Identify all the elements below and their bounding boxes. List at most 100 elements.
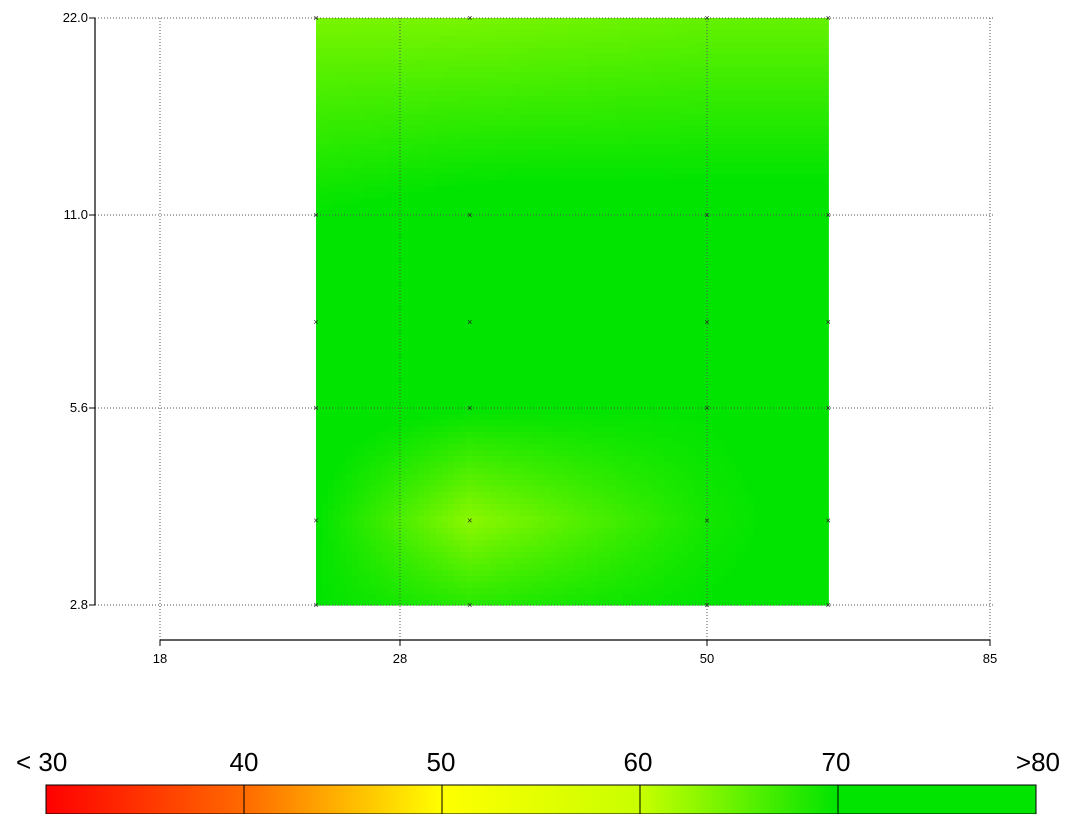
heat-cell <box>370 60 377 67</box>
heat-cell <box>376 186 383 193</box>
heat-cell <box>598 306 605 313</box>
heat-cell <box>574 180 581 187</box>
heat-cell <box>658 186 665 193</box>
heat-cell <box>778 162 785 169</box>
heat-cell <box>784 234 791 241</box>
heat-cell <box>394 90 401 97</box>
heat-cell <box>376 90 383 97</box>
heat-cell <box>568 18 575 25</box>
heat-cell <box>646 276 653 283</box>
heat-cell <box>460 42 467 49</box>
heat-cell <box>766 228 773 235</box>
heat-cell <box>616 84 623 91</box>
heat-cell <box>682 36 689 43</box>
heat-cell <box>316 162 323 169</box>
heat-cell <box>400 282 407 289</box>
heat-cell <box>460 234 467 241</box>
heat-cell <box>406 348 413 355</box>
heat-cell <box>658 114 665 121</box>
heat-cell <box>496 222 503 229</box>
heat-cell <box>724 300 731 307</box>
heat-cell <box>532 282 539 289</box>
heat-cell <box>316 348 323 355</box>
heat-cell <box>610 114 617 121</box>
heat-cell <box>436 192 443 199</box>
heat-cell <box>616 264 623 271</box>
heat-cell <box>790 348 797 355</box>
heat-cell <box>514 216 521 223</box>
heat-cell <box>808 348 815 355</box>
heat-cell <box>346 126 353 133</box>
heat-cell <box>394 132 401 139</box>
heat-cell <box>322 282 329 289</box>
heat-cell <box>514 114 521 121</box>
heat-cell <box>778 30 785 37</box>
heat-cell <box>520 192 527 199</box>
heat-cell <box>706 72 713 79</box>
heat-cell <box>724 252 731 259</box>
heat-cell <box>670 30 677 37</box>
heat-cell <box>766 180 773 187</box>
heat-cell <box>316 120 323 127</box>
heat-cell <box>670 24 677 31</box>
heat-cell <box>706 312 713 319</box>
heat-cell <box>556 48 563 55</box>
heat-cell <box>370 306 377 313</box>
heat-cell <box>730 168 737 175</box>
heat-cell <box>658 168 665 175</box>
heat-cell <box>718 180 725 187</box>
heat-cell <box>478 342 485 349</box>
heat-cell <box>520 162 527 169</box>
heat-cell <box>670 252 677 259</box>
heat-cell <box>700 276 707 283</box>
heat-cell <box>694 138 701 145</box>
heat-cell <box>622 162 629 169</box>
heat-cell <box>736 336 743 343</box>
heat-cell <box>598 66 605 73</box>
heat-cell <box>382 156 389 163</box>
heat-cell <box>358 186 365 193</box>
heat-cell <box>796 258 803 265</box>
heat-cell <box>646 96 653 103</box>
heat-cell <box>496 42 503 49</box>
heat-cell <box>592 354 599 361</box>
heat-cell <box>550 120 557 127</box>
heat-cell <box>574 300 581 307</box>
heat-cell <box>370 228 377 235</box>
heat-cell <box>580 288 587 295</box>
heat-cell <box>424 210 431 217</box>
heat-cell <box>538 174 545 181</box>
heat-cell <box>430 96 437 103</box>
heat-cell <box>364 288 371 295</box>
heat-cell <box>748 324 755 331</box>
heat-cell <box>820 348 827 355</box>
heat-cell <box>418 174 425 181</box>
heat-cell <box>520 150 527 157</box>
heat-cell <box>586 120 593 127</box>
heat-cell <box>334 258 341 265</box>
heat-cell <box>706 258 713 265</box>
heat-cell <box>688 108 695 115</box>
heat-cell <box>682 264 689 271</box>
heat-cell <box>616 132 623 139</box>
heat-cell <box>316 132 323 139</box>
heat-cell <box>538 336 545 343</box>
heat-cell <box>472 300 479 307</box>
heat-cell <box>694 120 701 127</box>
heat-cell <box>772 336 779 343</box>
heat-cell <box>622 288 629 295</box>
heat-cell <box>580 102 587 109</box>
heat-cell <box>478 312 485 319</box>
heat-cell <box>748 204 755 211</box>
heat-cell <box>328 276 335 283</box>
heat-cell <box>478 354 485 361</box>
heat-cell <box>376 168 383 175</box>
heat-cell <box>658 36 665 43</box>
heat-cell <box>448 264 455 271</box>
heat-cell <box>706 300 713 307</box>
heat-cell <box>394 24 401 31</box>
heat-cell <box>736 42 743 49</box>
heat-cell <box>796 126 803 133</box>
heat-cell <box>496 330 503 337</box>
heat-cell <box>568 120 575 127</box>
